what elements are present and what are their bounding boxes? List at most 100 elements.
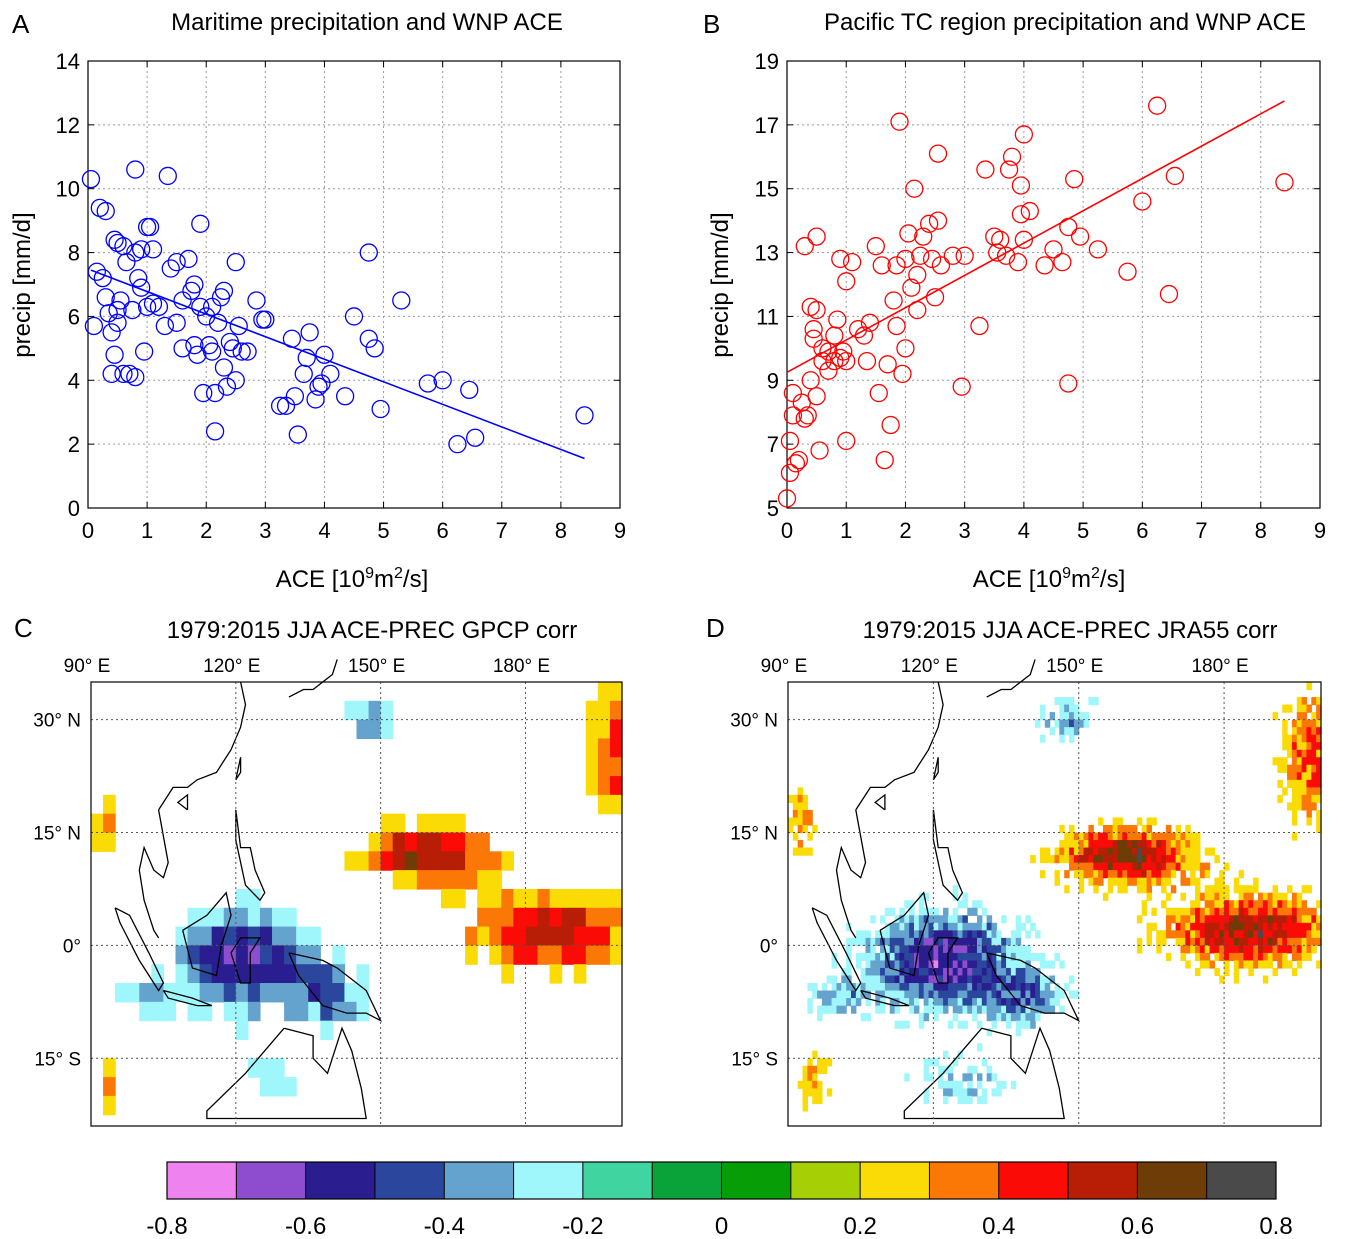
panel-d-correlation-cell xyxy=(841,1005,847,1014)
panel-d-correlation-cell xyxy=(1301,779,1308,788)
panel-a-data-point xyxy=(155,316,174,336)
panel-c-correlation-cell xyxy=(259,945,273,965)
panel-d-correlation-cell xyxy=(986,960,993,969)
panel-d-correlation-cell xyxy=(1059,840,1065,849)
panel-c-correlation-cell xyxy=(211,907,225,928)
panel-d-correlation-cell xyxy=(933,930,939,939)
panel-d-correlation-cell xyxy=(1306,779,1312,788)
panel-d-correlation-cell xyxy=(1175,937,1182,946)
panel-d-correlation-cell xyxy=(1306,734,1312,743)
panel-d-correlation-cell xyxy=(836,1005,842,1014)
panel-d-correlation-cell xyxy=(947,990,954,999)
panel-d-correlation-cell xyxy=(1262,930,1269,939)
panel-b-data-point xyxy=(1147,96,1167,115)
panel-d-correlation-cell xyxy=(972,945,978,954)
panel-d-correlation-cell xyxy=(812,1073,818,1082)
panel-d-correlation-cell xyxy=(1291,937,1298,946)
panel-d-correlation-cell xyxy=(846,967,852,977)
panel-d-correlation-cell xyxy=(1296,892,1303,901)
panel-d-correlation-cell xyxy=(909,983,915,992)
panel-d-correlation-cell xyxy=(1199,945,1206,954)
panel-d-correlation-cell xyxy=(1233,960,1240,969)
panel-d-correlation-cell xyxy=(933,983,939,992)
panel-c-lon-label: 150° E xyxy=(348,656,405,677)
panel-a-data-point xyxy=(185,336,204,355)
panel-c-correlation-cell xyxy=(597,757,611,777)
panel-d-lon-label: 90° E xyxy=(761,656,808,677)
panel-d-correlation-cell xyxy=(952,930,959,939)
panel-d-coastline xyxy=(986,952,1081,1023)
panel-d-correlation-cell xyxy=(1025,945,1031,954)
panel-d-correlation-cell xyxy=(947,1080,954,1089)
panel-c-correlation-cell xyxy=(501,945,514,965)
panel-d-correlation-cell xyxy=(1219,900,1225,909)
panel-c-correlation-cell xyxy=(585,757,599,777)
panel-d-correlation-cell xyxy=(1228,937,1235,946)
panel-d-correlation-cell xyxy=(1209,907,1215,916)
panel-d-correlation-cell xyxy=(875,960,881,969)
panel-d-correlation-cell xyxy=(865,998,871,1007)
panel-a-xtick-label: 0 xyxy=(82,518,94,543)
panel-d-correlation-cell xyxy=(846,983,852,992)
panel-d-correlation-cell xyxy=(1083,870,1090,879)
panel-d-correlation-cell xyxy=(1282,892,1288,901)
panel-c-lon-label: 90° E xyxy=(64,656,111,677)
panel-d-correlation-cell xyxy=(1258,892,1264,901)
panel-d-correlation-cell xyxy=(909,907,915,916)
panel-d-correlation-cell xyxy=(1316,915,1322,924)
panel-b-data-point xyxy=(890,112,909,131)
panel-a-data-point xyxy=(173,291,192,310)
panel-c-correlation-cell xyxy=(537,888,551,909)
panel-d-correlation-cell xyxy=(899,952,905,962)
panel-d-correlation-cell xyxy=(1248,892,1254,901)
panel-d-correlation-cell xyxy=(1204,915,1211,924)
panel-d-correlation-cell xyxy=(860,1013,867,1022)
panel-d-correlation-cell xyxy=(1020,998,1027,1007)
panel-d-correlation-cell xyxy=(957,960,964,969)
panel-d-correlation-cell xyxy=(1296,727,1303,736)
panel-d-correlation-cell xyxy=(904,915,910,924)
panel-d-correlation-cell xyxy=(1224,907,1230,916)
panel-c-correlation-cell xyxy=(465,832,478,852)
panel-c-correlation-cell xyxy=(187,1001,201,1022)
panel-d-correlation-cell xyxy=(1141,832,1148,841)
panel-c-correlation-cell xyxy=(187,964,201,984)
panel-d-correlation-cell xyxy=(1316,787,1322,796)
panel-d-correlation-cell xyxy=(807,983,813,992)
panel-d-correlation-cell xyxy=(1199,870,1206,879)
panel-d-correlation-cell xyxy=(991,960,997,969)
panel-d-correlation-cell xyxy=(812,824,818,834)
panel-d-correlation-cell xyxy=(943,998,949,1007)
panel-d-correlation-cell xyxy=(1069,824,1075,834)
panel-c-coastline xyxy=(206,1026,367,1120)
panel-d-correlation-cell xyxy=(831,960,838,969)
panel-b-title: Pacific TC region precipitation and WNP … xyxy=(824,9,1306,36)
panel-d-correlation-cell xyxy=(923,892,930,901)
panel-d-correlation-cell xyxy=(928,907,934,916)
panel-d-correlation-cell xyxy=(860,967,867,977)
panel-d-correlation-cell xyxy=(1010,998,1017,1007)
panel-d-correlation-cell xyxy=(1214,937,1220,946)
panel-d-correlation-cell xyxy=(933,1013,939,1022)
panel-d-correlation-cell xyxy=(981,1058,988,1067)
panel-d-correlation-cell xyxy=(1006,1020,1012,1029)
panel-c-correlation-cell xyxy=(356,1001,370,1022)
panel-d-correlation-cell xyxy=(947,1073,954,1082)
panel-b-data-point xyxy=(970,316,989,336)
panel-d-correlation-cell xyxy=(1258,960,1264,969)
panel-c-correlation-cell xyxy=(368,832,382,852)
panel-d-correlation-cell xyxy=(938,998,944,1007)
panel-d-correlation-cell xyxy=(1287,764,1293,773)
panel-d-correlation-cell xyxy=(1025,990,1031,999)
panel-a-data-point xyxy=(96,201,115,221)
panel-a-data-point xyxy=(132,240,151,259)
panel-d-correlation-cell xyxy=(1054,952,1060,962)
panel-d-correlation-cell xyxy=(1117,817,1123,826)
panel-d-correlation-cell xyxy=(860,983,867,992)
panel-c-correlation-cell xyxy=(477,832,490,852)
panel-d-correlation-cell xyxy=(952,1005,959,1014)
panel-a-data-point xyxy=(226,371,245,390)
panel-d-correlation-cell xyxy=(889,983,896,992)
panel-d-correlation-cell xyxy=(1180,855,1186,864)
panel-c-correlation-cell xyxy=(597,719,611,740)
